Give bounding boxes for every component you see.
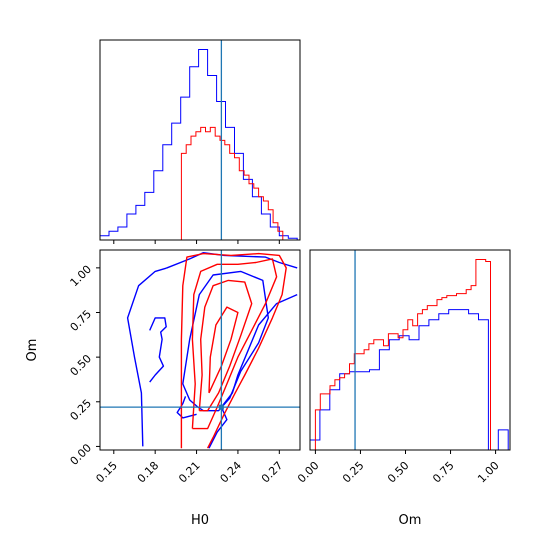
- h0-axis-label: H0: [191, 513, 209, 528]
- red-contour-1: [191, 258, 278, 430]
- blue-contour-1: [126, 267, 167, 447]
- om-histogram-series-red: [314, 259, 491, 450]
- h0-marginal-frame: [99, 39, 301, 241]
- h0-marginal-frame-bg: [100, 40, 300, 240]
- h0-histogram-series: [99, 49, 298, 240]
- h0-histogram-series-blue: [99, 49, 298, 240]
- om-histogram-series-blue: [309, 309, 509, 451]
- om-marginal-frame: [309, 249, 511, 451]
- h0-marginal-ticks: [113, 240, 280, 244]
- om-axis-label: Om: [399, 513, 422, 528]
- joint-truth-lines: [100, 250, 300, 450]
- blue-contour-5: [176, 396, 197, 419]
- blue-contour-4: [208, 293, 298, 449]
- red-contour-2: [198, 279, 253, 412]
- om-histogram-series: [309, 259, 509, 451]
- red-contour-3: [208, 306, 239, 394]
- h0-histogram-series-red: [180, 126, 284, 240]
- blue-contour-3: [149, 317, 167, 383]
- red-contour-series: [180, 252, 287, 449]
- om-axis-label: Om: [25, 339, 40, 362]
- joint-frame: [99, 249, 301, 451]
- red-contour-0: [180, 252, 287, 449]
- joint-truth-marker: [218, 404, 224, 410]
- joint-frame-bg: [100, 250, 300, 450]
- h0-marginal-panel: [99, 39, 301, 244]
- om-marginal-frame-bg: [310, 250, 510, 450]
- om-marginal-panel: 0.00 0.25 0.50 0.75 1.00 Om: [295, 249, 511, 528]
